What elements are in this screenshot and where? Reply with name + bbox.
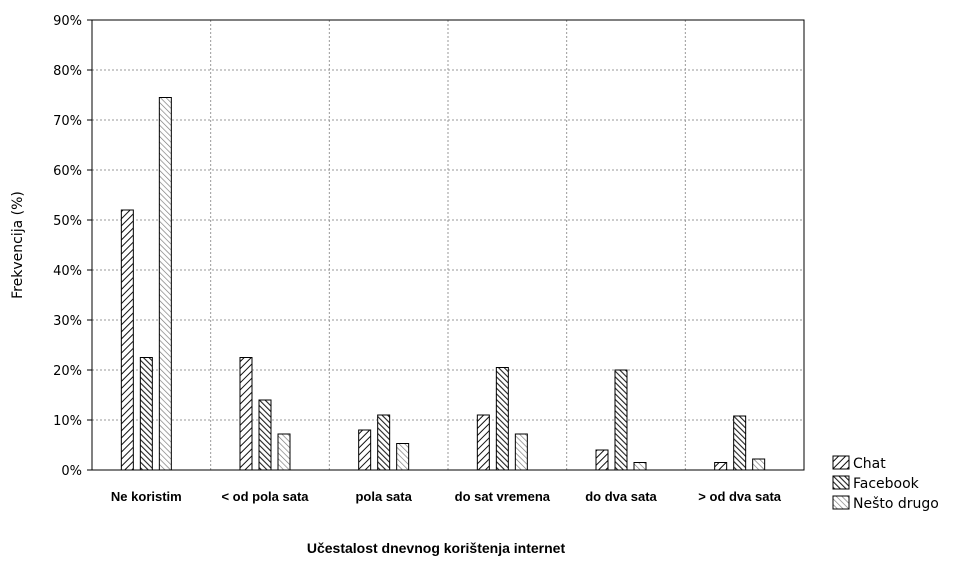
bar-ne-to-drugo-1: [277, 433, 291, 471]
bar-chat-5: [714, 462, 728, 471]
bar-facebook-5: [733, 415, 747, 471]
plot-frame: [91, 19, 805, 471]
bar-ne-to-drugo-4: [633, 462, 647, 471]
bar-ne-to-drugo-3: [514, 433, 528, 471]
y-tick-label: 10%: [53, 414, 82, 429]
bars: [120, 97, 766, 471]
legend-swatch: [832, 475, 850, 490]
bar-chat-3: [476, 414, 490, 471]
bar-ne-to-drugo-0: [158, 97, 172, 471]
y-tick-label: 20%: [53, 364, 82, 379]
y-tick-label: 60%: [53, 164, 82, 179]
y-tick-label: 90%: [53, 14, 82, 29]
bar-ne-to-drugo-2: [396, 443, 410, 471]
bar-ne-to-drugo-5: [752, 458, 766, 471]
y-tick-label: 80%: [53, 64, 82, 79]
legend-label: Chat: [853, 456, 886, 472]
legend-label: Nešto drugo: [853, 496, 939, 512]
y-tick-label: 70%: [53, 114, 82, 129]
x-category-label: do sat vremena: [455, 489, 551, 504]
legend-swatch: [832, 495, 850, 510]
y-axis-label: Frekvencija (%): [10, 191, 26, 299]
y-axis-ticks: 0% 10% 20% 30% 40% 50% 60% 70% 80% 90%: [53, 14, 92, 479]
x-axis-categories: Ne koristim < od pola sata pola sata do sat…: [111, 489, 782, 504]
x-category-label: < od pola sata: [221, 489, 309, 504]
x-category-label: pola sata: [355, 489, 412, 504]
x-category-label: do dva sata: [585, 489, 657, 504]
legend-label: Facebook: [853, 476, 920, 492]
bar-facebook-1: [258, 399, 272, 471]
y-tick-label: 40%: [53, 264, 82, 279]
bar-facebook-2: [377, 414, 391, 471]
bar-chat-2: [358, 429, 372, 471]
x-category-label: > od dva sata: [698, 489, 781, 504]
bar-facebook-4: [614, 369, 628, 471]
bar-facebook-3: [495, 367, 509, 471]
bar-chat-0: [120, 209, 134, 471]
grid-lines: [92, 20, 804, 470]
bar-chat-4: [595, 449, 609, 471]
y-tick-label: 0%: [61, 464, 82, 479]
bar-chat-1: [239, 357, 253, 471]
legend-swatch: [832, 455, 850, 470]
y-tick-label: 50%: [53, 214, 82, 229]
legend: Chat Facebook Nešto drugo: [832, 455, 939, 512]
bar-facebook-0: [139, 357, 153, 471]
y-tick-label: 30%: [53, 314, 82, 329]
x-axis-label: Učestalost dnevnog korištenja internet: [307, 540, 566, 556]
x-category-label: Ne koristim: [111, 489, 182, 504]
